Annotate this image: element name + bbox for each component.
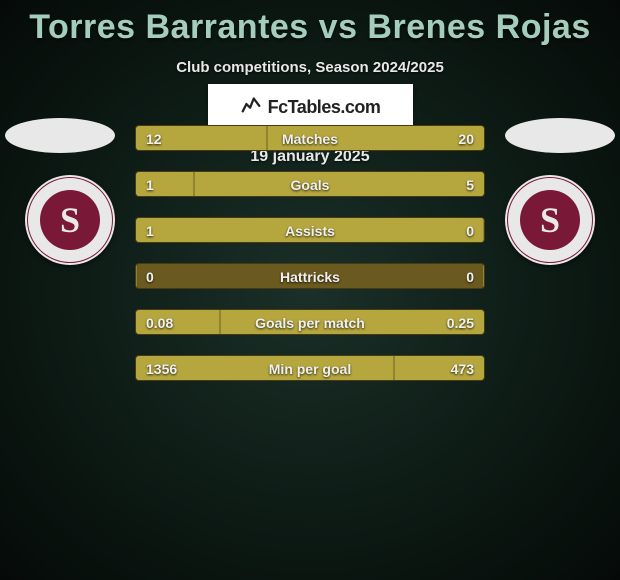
stat-value-right: 473: [451, 356, 474, 381]
page-subtitle: Club competitions, Season 2024/2025: [0, 59, 620, 76]
stat-value-right: 5: [466, 172, 474, 197]
stat-row: 12Matches20: [135, 125, 485, 151]
stat-row: 1Goals5: [135, 171, 485, 197]
stat-row: 0Hattricks0: [135, 263, 485, 289]
club-logo-left: S: [25, 175, 115, 265]
brand-badge[interactable]: FcTables.com: [208, 84, 413, 130]
stat-label: Goals: [136, 172, 484, 197]
brand-icon: [240, 93, 262, 121]
stat-value-right: 0: [466, 218, 474, 243]
stat-row: 1356Min per goal473: [135, 355, 485, 381]
club-letter-right: S: [540, 199, 560, 241]
stat-label: Min per goal: [136, 356, 484, 381]
stat-label: Assists: [136, 218, 484, 243]
player-avatar-left: [5, 118, 115, 153]
stat-label: Matches: [136, 126, 484, 151]
page-title: Torres Barrantes vs Brenes Rojas: [0, 0, 620, 47]
stat-label: Goals per match: [136, 310, 484, 335]
brand-text: FcTables.com: [268, 97, 381, 118]
stat-row: 0.08Goals per match0.25: [135, 309, 485, 335]
club-logo-right: S: [505, 175, 595, 265]
stats-panel: 12Matches201Goals51Assists00Hattricks00.…: [135, 125, 485, 401]
stat-label: Hattricks: [136, 264, 484, 289]
club-letter-left: S: [60, 199, 80, 241]
stat-value-right: 0: [466, 264, 474, 289]
stat-value-right: 0.25: [447, 310, 474, 335]
stat-value-right: 20: [458, 126, 474, 151]
player-avatar-right: [505, 118, 615, 153]
stat-row: 1Assists0: [135, 217, 485, 243]
